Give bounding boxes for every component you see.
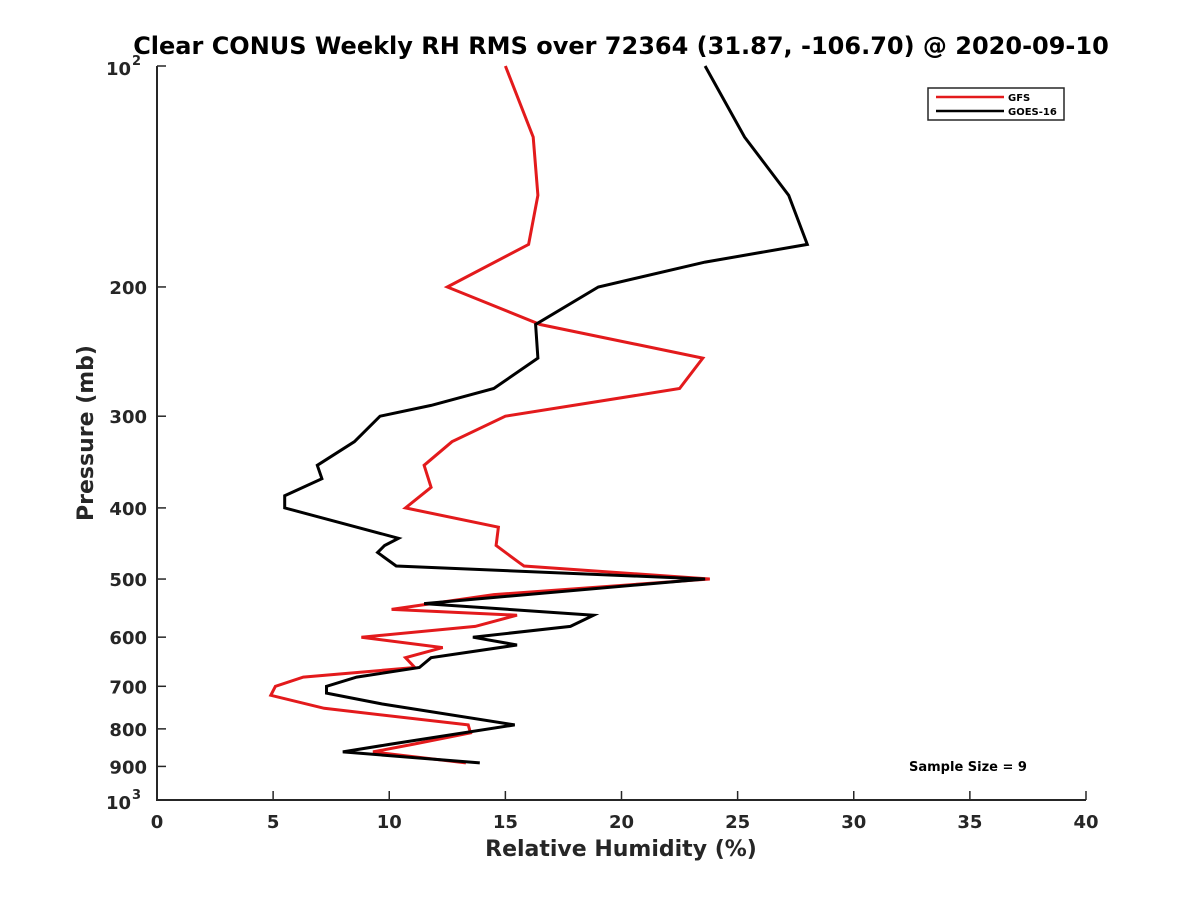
series-layer	[268, 65, 810, 765]
y-axis-label: Pressure (mb)	[74, 345, 99, 521]
x-tick-label: 20	[609, 812, 634, 833]
y-tick-label: 10	[106, 793, 131, 814]
series-line-gfs	[268, 65, 710, 765]
legend-box	[927, 87, 1065, 121]
y-tick-label: 200	[109, 278, 147, 299]
y-tick-exponent: 3	[132, 788, 141, 803]
y-tick-label: 700	[109, 677, 147, 698]
x-axis-label: Relative Humidity (%)	[485, 837, 757, 862]
series-line-goes16	[283, 65, 810, 765]
y-tick-label: 10	[106, 59, 131, 80]
x-axis-ticks: 0 5 10 15 20 25 30 35 40	[151, 791, 1099, 833]
x-tick-label: 25	[725, 812, 750, 833]
y-tick-label: 400	[109, 499, 147, 520]
y-tick-label: 600	[109, 628, 147, 649]
x-tick-label: 10	[377, 812, 402, 833]
x-tick-label: 15	[493, 812, 518, 833]
y-tick-label: 800	[109, 720, 147, 741]
y-tick-exponent: 2	[132, 54, 141, 69]
x-tick-label: 0	[151, 812, 164, 833]
plot-area: 0 5 10 15 20 25 30 35 40 10 220030040050060070080…	[106, 54, 1099, 833]
sample-size-annotation: Sample Size = 9	[909, 760, 1027, 775]
legend-label-gfs: GFS	[1008, 93, 1030, 104]
legend-label-goes16: GOES-16	[1008, 107, 1057, 118]
y-tick-label: 300	[109, 407, 147, 428]
chart-title: Clear CONUS Weekly RH RMS over 72364 (31…	[133, 32, 1109, 60]
legend: GFS GOES-16	[927, 87, 1065, 121]
y-tick-label: 900	[109, 757, 147, 778]
x-tick-label: 40	[1073, 812, 1098, 833]
x-tick-label: 30	[841, 812, 866, 833]
x-tick-label: 5	[267, 812, 280, 833]
y-tick-label: 500	[109, 570, 147, 591]
x-tick-label: 35	[957, 812, 982, 833]
